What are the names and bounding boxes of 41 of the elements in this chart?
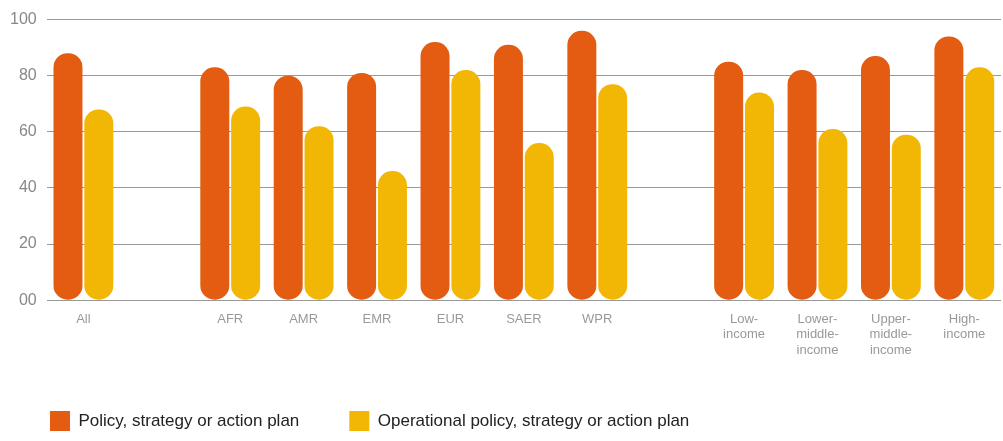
bar xyxy=(934,36,964,300)
x-tick-label: AMR xyxy=(289,310,319,326)
bar xyxy=(84,109,114,300)
y-tick-label: 20 xyxy=(18,234,37,252)
x-tick-label: High-income xyxy=(943,310,986,342)
bar xyxy=(965,67,995,300)
y-tick-label: 100 xyxy=(9,10,37,28)
bar xyxy=(377,171,407,300)
bar xyxy=(598,84,628,300)
bar xyxy=(567,30,597,300)
legend-label: Operational policy, strategy or action plan xyxy=(377,410,690,430)
x-tick-label: Upper-middle-income xyxy=(869,310,913,357)
legend-label: Policy, strategy or action plan xyxy=(78,410,300,430)
bar xyxy=(745,92,774,300)
bar xyxy=(53,53,83,300)
x-tick-label: Low-income xyxy=(723,310,766,342)
x-tick-label: All xyxy=(76,310,91,326)
x-tick-label: SAER xyxy=(506,310,542,326)
x-tick-label: WPR xyxy=(582,310,613,326)
bar xyxy=(891,134,921,300)
bar xyxy=(524,143,554,300)
bar xyxy=(714,61,744,300)
y-tick-label: 80 xyxy=(18,66,37,84)
bar xyxy=(231,106,261,300)
bar xyxy=(273,75,303,300)
bar xyxy=(451,70,481,300)
y-tick-label: 60 xyxy=(18,122,37,140)
bar xyxy=(787,70,817,300)
x-tick-label: EMR xyxy=(362,310,392,326)
x-tick-label: EUR xyxy=(436,310,465,326)
y-tick-label: 00 xyxy=(18,290,37,308)
y-tick-label: 40 xyxy=(18,178,37,196)
x-tick-label: AFR xyxy=(217,310,244,326)
bar xyxy=(304,126,334,300)
bar xyxy=(420,42,450,300)
bar xyxy=(818,129,848,300)
bar xyxy=(860,56,890,300)
x-tick-label: Lower-middle-income xyxy=(796,310,839,357)
bar xyxy=(200,67,230,300)
bar xyxy=(493,44,523,300)
bar xyxy=(347,72,377,300)
